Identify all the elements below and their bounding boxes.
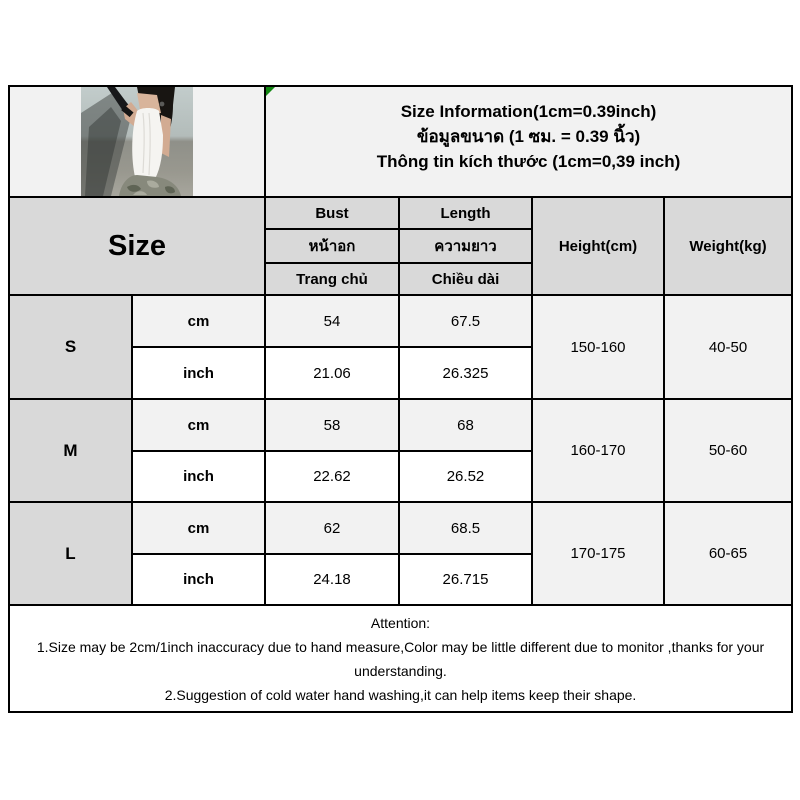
l-bust-inch: 24.18 [266, 555, 400, 606]
attention-section: Attention: 1.Size may be 2cm/1inch inacc… [10, 606, 791, 711]
attention-note-2: 2.Suggestion of cold water hand washing,… [164, 687, 637, 703]
unit-label-cm: cm [133, 503, 266, 555]
title-vietnamese: Thông tin kích thước (1cm=0,39 inch) [376, 152, 681, 171]
s-length-inch: 26.325 [400, 348, 533, 400]
wristband-shape [121, 105, 134, 118]
unit-label-inch: inch [133, 452, 266, 503]
m-height: 160-170 [533, 400, 665, 503]
l-bust-cm: 62 [266, 503, 400, 555]
m-bust-cm: 58 [266, 400, 400, 452]
green-corner-marker-icon [266, 87, 275, 96]
m-length-inch: 26.52 [400, 452, 533, 503]
unit-label-inch: inch [133, 555, 266, 606]
unit-label-cm: cm [133, 296, 266, 348]
size-row-label-l: L [10, 503, 133, 606]
title-english: Size Information(1cm=0.39inch) [400, 102, 657, 121]
height-column-header: Height(cm) [533, 198, 665, 296]
size-row-label-m: M [10, 400, 133, 503]
shadow-shape [81, 91, 133, 196]
bust-header-en: Bust [266, 198, 400, 230]
size-row-label-s: S [10, 296, 133, 400]
size-column-header: Size [10, 198, 266, 296]
s-length-cm: 67.5 [400, 296, 533, 348]
bust-header-vi: Trang chủ [266, 264, 400, 296]
title-thai: ข้อมูลขนาด (1 ซม. = 0.39 นิ้ว) [416, 127, 641, 146]
l-height: 170-175 [533, 503, 665, 606]
s-bust-cm: 54 [266, 296, 400, 348]
l-length-inch: 26.715 [400, 555, 533, 606]
s-bust-inch: 21.06 [266, 348, 400, 400]
s-height: 150-160 [533, 296, 665, 400]
m-length-cm: 68 [400, 400, 533, 452]
length-header-th: ความยาว [400, 230, 533, 264]
product-photo [81, 87, 193, 196]
s-weight: 40-50 [665, 296, 791, 400]
size-information-header: Size Information(1cm=0.39inch) ข้อมูลขนา… [266, 87, 791, 198]
unit-label-inch: inch [133, 348, 266, 400]
m-bust-inch: 22.62 [266, 452, 400, 503]
bust-header-th: หน้าอก [266, 230, 400, 264]
tank-top-shape [132, 108, 163, 179]
unit-label-cm: cm [133, 400, 266, 452]
m-weight: 50-60 [665, 400, 791, 503]
attention-heading: Attention: [370, 615, 431, 631]
l-weight: 60-65 [665, 503, 791, 606]
attention-note-1: 1.Size may be 2cm/1inch inaccuracy due t… [36, 639, 765, 679]
l-length-cm: 68.5 [400, 503, 533, 555]
product-photo-cell [10, 87, 266, 198]
weight-column-header: Weight(kg) [665, 198, 791, 296]
length-header-vi: Chiều dài [400, 264, 533, 296]
length-header-en: Length [400, 198, 533, 230]
size-chart-table: Size Information(1cm=0.39inch) ข้อมูลขนา… [8, 85, 793, 713]
